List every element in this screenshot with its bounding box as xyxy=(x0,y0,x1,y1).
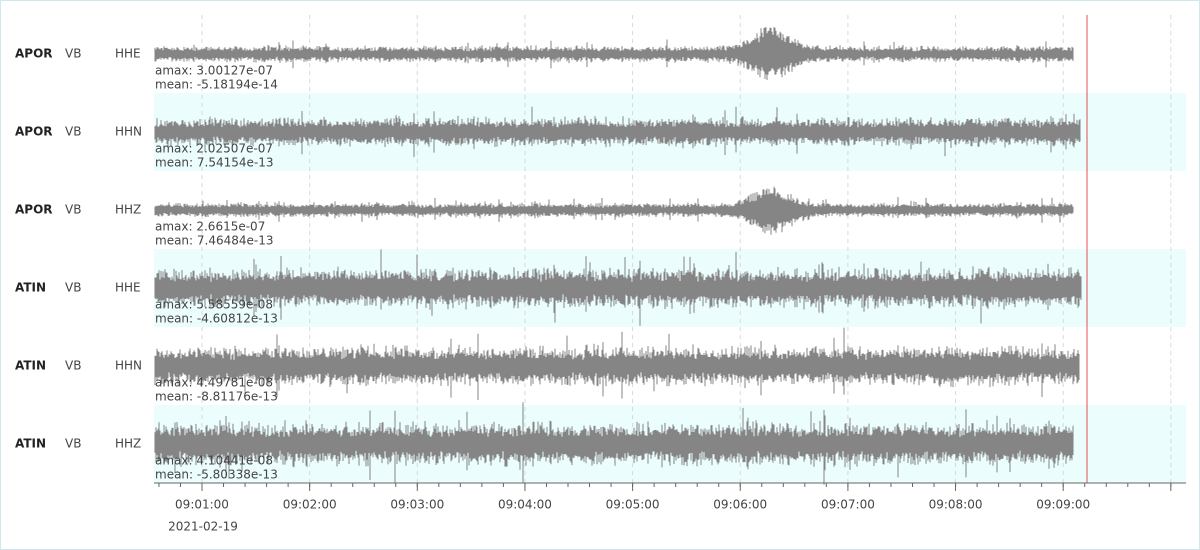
channel-label: HHZ xyxy=(115,203,141,217)
channel-label: HHN xyxy=(115,125,142,139)
amax-label: amax: 3.00127e-07 xyxy=(155,64,273,78)
mean-label: mean: -8.81176e-13 xyxy=(155,390,278,404)
station-label: APOR xyxy=(15,203,53,217)
mean-label: mean: -5.18194e-14 xyxy=(155,78,278,92)
network-label: VB xyxy=(65,125,81,139)
x-tick-label: 09:06:00 xyxy=(713,498,767,512)
channel-label: HHZ xyxy=(115,437,141,451)
channel-label: HHE xyxy=(115,47,141,61)
x-tick-label: 09:01:00 xyxy=(175,498,229,512)
station-label: ATIN xyxy=(15,437,46,451)
mean-label: mean: 7.54154e-13 xyxy=(155,156,274,170)
amax-label: amax: 2.02507e-07 xyxy=(155,142,273,156)
network-label: VB xyxy=(65,359,81,373)
waveform xyxy=(154,402,1074,485)
mean-label: mean: 7.46484e-13 xyxy=(155,234,274,248)
x-tick-label: 09:02:00 xyxy=(283,498,337,512)
x-tick-label: 09:03:00 xyxy=(390,498,444,512)
network-label: VB xyxy=(65,437,81,451)
network-label: VB xyxy=(65,281,81,295)
waveform xyxy=(154,27,1074,80)
station-label: APOR xyxy=(15,47,53,61)
network-label: VB xyxy=(65,203,81,217)
waveform xyxy=(154,106,1081,157)
mean-label: mean: -5.80338e-13 xyxy=(155,468,278,482)
mean-label: mean: -4.60812e-13 xyxy=(155,312,278,326)
network-label: VB xyxy=(65,47,81,61)
station-label: ATIN xyxy=(15,359,46,373)
channel-label: HHE xyxy=(115,281,141,295)
date-label: 2021-02-19 xyxy=(168,520,238,534)
x-tick-label: 09:08:00 xyxy=(929,498,983,512)
amax-label: amax: 4.10441e-08 xyxy=(155,454,273,468)
waveform xyxy=(154,186,1074,235)
x-tick-label: 09:07:00 xyxy=(821,498,875,512)
amax-label: amax: 5.58559e-08 xyxy=(155,298,273,312)
station-label: ATIN xyxy=(15,281,46,295)
waveform xyxy=(154,249,1082,326)
x-tick-label: 09:09:00 xyxy=(1036,498,1090,512)
x-tick-label: 09:04:00 xyxy=(498,498,552,512)
station-label: APOR xyxy=(15,125,53,139)
waveform xyxy=(154,327,1080,400)
amax-label: amax: 4.49781e-08 xyxy=(155,376,273,390)
channel-label: HHN xyxy=(115,359,142,373)
amax-label: amax: 2.6615e-07 xyxy=(155,220,265,234)
x-tick-label: 09:05:00 xyxy=(606,498,660,512)
